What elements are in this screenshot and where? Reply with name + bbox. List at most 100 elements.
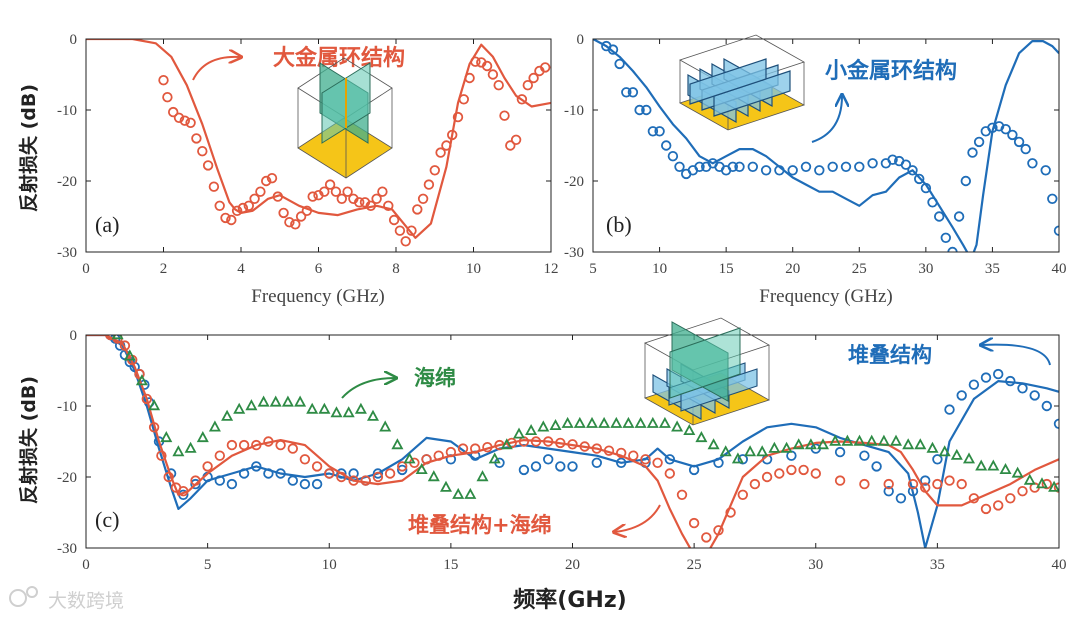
series-b-1-point [694, 161, 705, 173]
series-b-1-point [614, 58, 625, 70]
series-b-1-point [1000, 123, 1011, 135]
series-c-4-point [719, 445, 732, 457]
series-b-1-point [854, 161, 865, 173]
series-c-4-point [658, 416, 671, 428]
series-c-3-point [119, 340, 131, 351]
series-c-3-point [652, 457, 663, 469]
series-c-0-line [86, 335, 1059, 548]
series-a-1-point [435, 147, 446, 158]
series-c-3-point [603, 445, 615, 456]
series-c-3-point [749, 478, 761, 490]
series-c-4-point [1035, 477, 1049, 489]
series-b-1-point [1027, 158, 1038, 169]
series-b-1-point [973, 136, 985, 148]
series-c-1-point [993, 368, 1004, 380]
series-c-3-point [360, 475, 371, 486]
series-c-1-point [348, 468, 359, 479]
series-c-4-point [196, 431, 209, 443]
series-a-1-point [220, 212, 231, 224]
series-c-3-point [628, 450, 639, 461]
series-c-3-point [156, 450, 167, 461]
series-c-4-point [683, 424, 696, 436]
series-a-1-point [307, 191, 318, 202]
series-a-1-point [365, 200, 377, 212]
y-tick-label-c: 0 [70, 328, 78, 344]
series-c-3-point [993, 500, 1004, 511]
series-a-1-point [284, 216, 295, 228]
annotation-stacked-arrow [982, 345, 1051, 366]
series-c-3-point [470, 443, 481, 454]
x-tick-label-c: 25 [687, 557, 702, 573]
series-a-1-point [237, 202, 249, 214]
series-c-4-point [257, 395, 270, 407]
series-c-3-point [238, 439, 250, 451]
x-tick-label-a: 0 [82, 261, 90, 277]
series-a-1-point [191, 133, 202, 144]
series-a-1-point [441, 140, 452, 151]
series-a-1-point [342, 186, 353, 197]
series-a-1-point [231, 205, 243, 217]
annotation-sponge-arrow [341, 378, 395, 399]
series-a-1-point [377, 186, 388, 197]
series-a-1-point [487, 69, 499, 80]
series-c-4-point [768, 441, 781, 453]
series-c-1-point [397, 464, 408, 476]
series-b-1-point [621, 87, 632, 98]
series-c-1-point [895, 493, 907, 504]
series-a-1-point [394, 225, 406, 236]
annotation-large-ring: 大金属环结构 [273, 45, 405, 71]
series-b-1-point [914, 173, 925, 185]
series-b-1-point [840, 161, 852, 173]
series-c-4-point [610, 416, 623, 428]
series-c-3-point [190, 475, 201, 486]
series-c-3-point [676, 489, 688, 501]
series-c-3-point [263, 436, 274, 447]
x-tick-label-b: 15 [719, 261, 734, 277]
series-c-4-point [598, 416, 611, 428]
series-c-3-point [579, 441, 590, 452]
watermark-text: 大数跨境 [48, 590, 124, 612]
series-c-3-point [433, 450, 444, 461]
series-c-1-point [883, 486, 894, 497]
series-b-1-point [960, 175, 972, 187]
series-c-4-point [452, 487, 465, 499]
series-b-1-point [734, 161, 745, 173]
x-tick-label-b: 25 [852, 261, 867, 277]
x-tick-label-c: 20 [565, 557, 580, 573]
series-b-1-point [814, 165, 825, 176]
series-b-1-point [940, 232, 952, 244]
series-a-1-point [249, 193, 260, 205]
series-c-4-point [208, 420, 221, 432]
stacked-structure-illustration [644, 317, 770, 426]
panel-b-label: (b) [606, 212, 632, 237]
annotation-small-ring: 小金属环结构 [825, 58, 957, 84]
series-a-1-point [202, 160, 214, 171]
series-a-1-point [272, 191, 284, 202]
series-c-1-point [299, 478, 311, 490]
series-c-4-point [731, 452, 744, 464]
plot-area-b [593, 39, 1059, 252]
x-tick-label-b: 30 [918, 261, 933, 277]
y-tick-label-b: -20 [564, 174, 584, 190]
series-c-3-point [968, 493, 980, 504]
series-a-1-point [226, 214, 237, 226]
series-c-3-point [336, 471, 347, 483]
x-tick-label-a: 6 [315, 261, 323, 277]
series-a-1-point [162, 91, 173, 103]
series-c-1-point [968, 379, 980, 390]
x-tick-label-c: 35 [930, 557, 945, 573]
series-b-1-point [607, 44, 619, 55]
series-a-1-point [197, 145, 208, 157]
series-a-1-point [301, 205, 313, 217]
series-b-1-point [641, 104, 652, 116]
series-c-3-point [798, 464, 809, 476]
annotation-sponge: 海绵 [414, 366, 456, 390]
series-c-1-point [713, 457, 724, 469]
series-a-1-point [510, 134, 522, 146]
series-c-4-point [926, 441, 939, 453]
series-a-1-point [266, 172, 278, 184]
series-c-3-point [761, 471, 773, 483]
series-a-1-point [179, 115, 191, 126]
series-a-1-point [470, 56, 481, 67]
series-c-1-point [251, 461, 262, 472]
